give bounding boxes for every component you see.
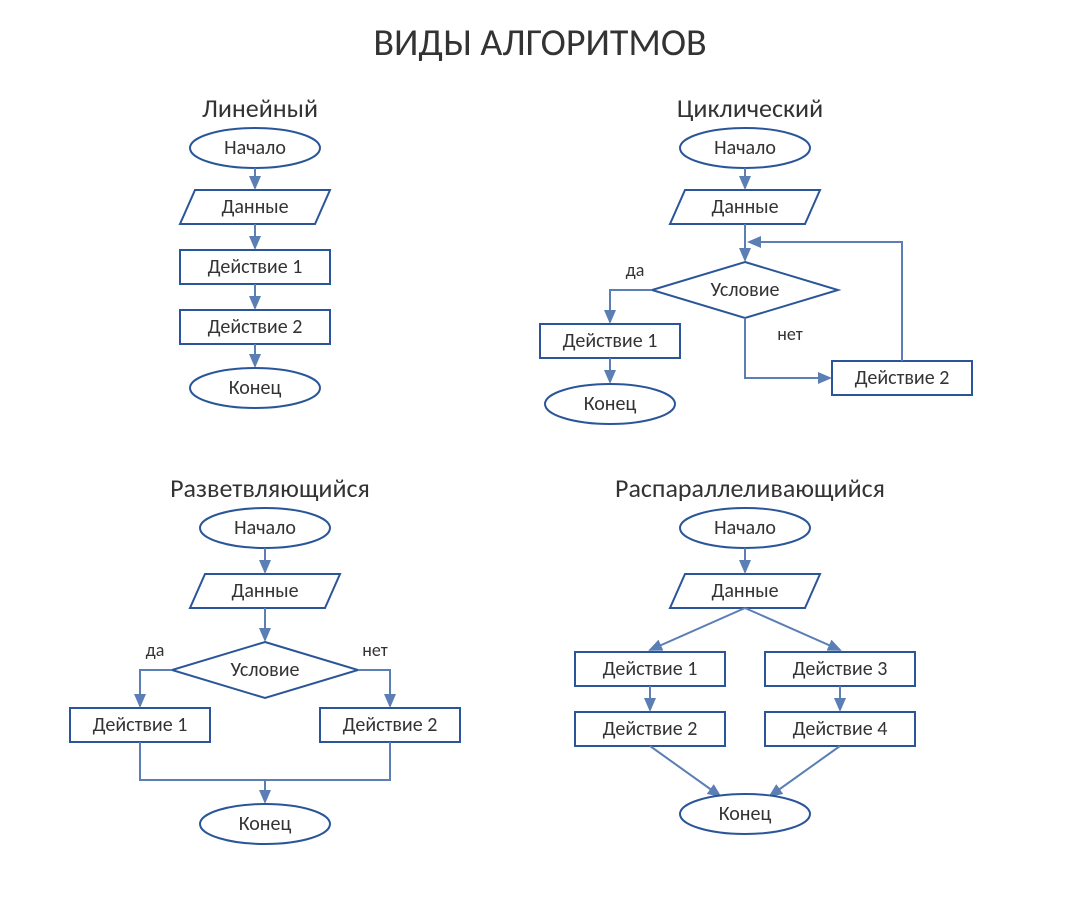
linear-start-label: Начало bbox=[224, 136, 286, 160]
branch-merge-right bbox=[265, 742, 390, 780]
linear-data-label: Данные bbox=[221, 195, 288, 219]
branch-yes-label: да bbox=[146, 639, 165, 661]
cyclic-start-label: Начало bbox=[714, 136, 776, 160]
parallel-merge-left bbox=[650, 746, 720, 796]
parallel-merge-right bbox=[770, 746, 840, 796]
branch-action1-label: Действие 1 bbox=[93, 713, 188, 737]
linear-action2-label: Действие 2 bbox=[208, 315, 303, 339]
flowcharts-svg: Начало Данные Действие 1 Действие 2 Коне… bbox=[0, 0, 1080, 900]
cyclic-edge-yes bbox=[610, 290, 652, 322]
cyclic-data-label: Данные bbox=[711, 195, 778, 219]
branch-edge-yes bbox=[140, 670, 172, 706]
panel-parallel: Начало Данные Действие 1 Действие 2 Дейс… bbox=[575, 508, 915, 834]
cyclic-action2-label: Действие 2 bbox=[855, 366, 950, 390]
cyclic-cond-label: Условие bbox=[711, 278, 780, 302]
branch-merge-left bbox=[140, 742, 265, 780]
parallel-fork-right bbox=[745, 608, 840, 650]
parallel-end-label: Конец bbox=[719, 802, 772, 826]
parallel-data-label: Данные bbox=[711, 579, 778, 603]
panel-branch: Начало Данные Условие да Действие 1 нет … bbox=[70, 508, 460, 844]
cyclic-no-label: нет bbox=[777, 323, 803, 345]
parallel-action2-label: Действие 2 bbox=[603, 717, 698, 741]
branch-no-label: нет bbox=[362, 639, 388, 661]
branch-start-label: Начало bbox=[234, 516, 296, 540]
panel-cyclic: Начало Данные Условие да Действие 1 Коне… bbox=[540, 128, 972, 424]
branch-edge-no bbox=[358, 670, 390, 706]
parallel-start-label: Начало bbox=[714, 516, 776, 540]
panel-linear: Начало Данные Действие 1 Действие 2 Коне… bbox=[180, 128, 330, 408]
linear-action1-label: Действие 1 bbox=[208, 255, 303, 279]
parallel-action1-label: Действие 1 bbox=[603, 657, 698, 681]
linear-end-label: Конец bbox=[229, 376, 282, 400]
cyclic-yes-label: да bbox=[626, 259, 645, 281]
branch-cond-label: Условие bbox=[231, 658, 300, 682]
cyclic-end-label: Конец bbox=[584, 392, 637, 416]
cyclic-action1-label: Действие 1 bbox=[563, 329, 658, 353]
branch-data-label: Данные bbox=[231, 579, 298, 603]
branch-end-label: Конец bbox=[239, 812, 292, 836]
parallel-fork-left bbox=[650, 608, 745, 650]
branch-action2-label: Действие 2 bbox=[343, 713, 438, 737]
parallel-action4-label: Действие 4 bbox=[793, 717, 888, 741]
parallel-action3-label: Действие 3 bbox=[793, 657, 888, 681]
